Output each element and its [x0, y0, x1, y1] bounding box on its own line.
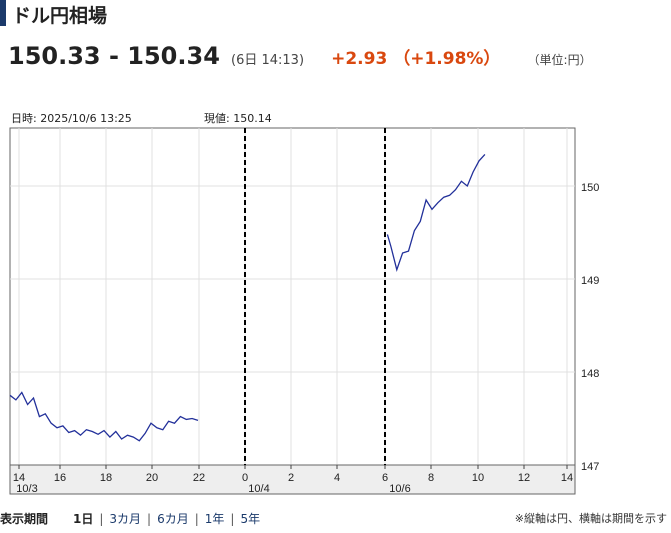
y-tick-label: 148	[581, 368, 599, 380]
x-date-label: 10/3	[16, 483, 37, 495]
x-tick-label: 18	[100, 472, 112, 484]
title-accent-bar	[0, 0, 6, 26]
price-change: +2.93 （+1.98%）	[331, 49, 501, 69]
x-tick-label: 16	[54, 472, 66, 484]
plot-area	[9, 127, 576, 466]
x-tick-label: 14	[561, 472, 573, 484]
chart-current-value: 現値: 150.14	[204, 112, 272, 125]
period-separator: |	[230, 512, 235, 526]
page-title: ドル円相場	[12, 5, 108, 27]
x-tick-label: 12	[518, 472, 530, 484]
x-tick-label: 20	[146, 472, 158, 484]
x-axis-band	[9, 464, 576, 495]
x-tick-label: 10	[472, 472, 484, 484]
period-separator: |	[194, 512, 199, 526]
chart-datetime: 日時: 2025/10/6 13:25	[11, 112, 132, 125]
x-tick-label: 8	[428, 472, 434, 484]
x-tick-label: 4	[334, 472, 340, 484]
usd-jpy-line-chart: 1471481491501416182022024681012141416182…	[9, 127, 599, 495]
y-tick-label: 147	[581, 461, 599, 473]
x-tick-label: 14	[13, 472, 25, 484]
period-1d[interactable]: 1日	[73, 512, 94, 526]
price-series-line	[9, 391, 199, 442]
period-6m[interactable]: 6カ月	[157, 512, 189, 526]
price-unit: （単位:円）	[527, 53, 592, 67]
title-bar: ドル円相場	[0, 0, 671, 27]
current-price: 150.33 - 150.34	[8, 42, 220, 70]
period-selector: 1日 | 3カ月 | 6カ月 | 1年 | 5年	[73, 510, 260, 527]
period-1y[interactable]: 1年	[204, 512, 225, 526]
price-timestamp: (6日 14:13)	[231, 53, 305, 68]
period-label: 表示期間	[0, 512, 49, 526]
period-5y[interactable]: 5年	[240, 512, 261, 526]
x-tick-label: 22	[193, 472, 205, 484]
y-tick-label: 150	[581, 182, 599, 194]
x-date-label: 10/6	[389, 483, 410, 495]
period-3m[interactable]: 3カ月	[109, 512, 142, 526]
x-tick-label: 0	[242, 472, 248, 484]
period-separator: |	[147, 512, 152, 526]
price-row: 150.33 - 150.34 (6日 14:13) +2.93 （+1.98%…	[8, 42, 592, 72]
x-tick-label: 6	[382, 472, 388, 484]
period-separator: |	[99, 512, 104, 526]
x-tick-label: 2	[288, 472, 294, 484]
footer: 表示期間 1日 | 3カ月 | 6カ月 | 1年 | 5年 ※縦軸は円、横軸は期間を示す	[0, 510, 671, 530]
x-date-label: 10/4	[248, 483, 269, 495]
price-series-line	[386, 153, 486, 272]
axis-note: ※縦軸は円、横軸は期間を示す	[514, 512, 667, 525]
y-tick-label: 149	[581, 275, 599, 287]
